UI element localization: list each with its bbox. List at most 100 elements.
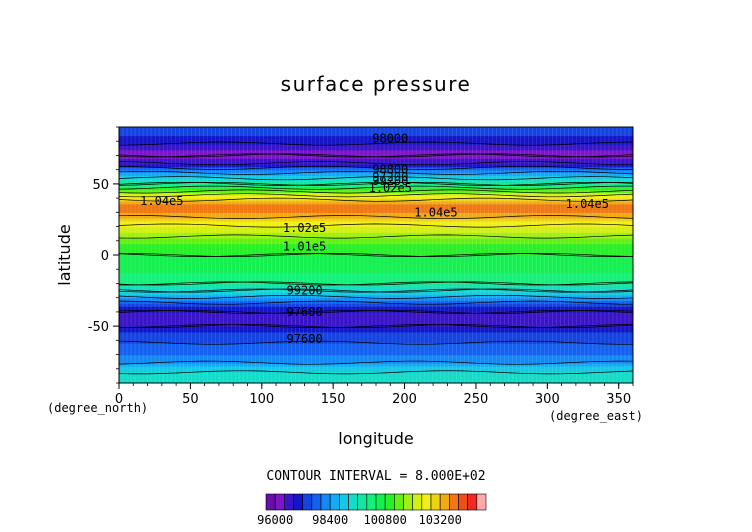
- x-tick-label: 350: [606, 392, 631, 407]
- colorbar-swatch: [293, 493, 303, 511]
- pressure-band: [119, 380, 633, 383]
- pressure-band: [119, 246, 633, 250]
- plot-area: [119, 127, 633, 383]
- colorbar-swatch: [274, 493, 285, 511]
- pressure-band: [119, 203, 633, 208]
- x-tick-label: 100: [249, 392, 274, 407]
- colorbar-swatch: [357, 493, 368, 511]
- pressure-band: [119, 183, 633, 188]
- pressure-band: [119, 161, 633, 165]
- contour-label: 98000: [372, 131, 408, 145]
- pressure-band: [119, 144, 633, 148]
- pressure-band: [119, 229, 633, 233]
- pressure-band: [119, 326, 633, 330]
- pressure-band: [119, 272, 633, 276]
- y-unit-label: (degree_north): [47, 401, 148, 415]
- colorbar-swatch: [348, 493, 358, 511]
- x-tick-label: 150: [321, 392, 346, 407]
- contour-line: [119, 253, 633, 257]
- pressure-band: [119, 240, 633, 245]
- pressure-band: [119, 365, 633, 370]
- pressure-band: [119, 291, 633, 296]
- pressure-band: [119, 237, 633, 242]
- colorbar-tick-label: 100800: [363, 513, 406, 527]
- x-axis: 0 50 100 150 200 250 300 350: [115, 383, 634, 407]
- colorbar-swatch: [339, 493, 349, 511]
- pressure-band: [119, 146, 633, 151]
- pressure-band: [119, 337, 633, 341]
- colorbar-tick-label: 103200: [418, 513, 461, 527]
- y-tick-label: 0: [101, 249, 109, 264]
- pressure-band: [119, 320, 633, 324]
- contour-line: [119, 223, 633, 228]
- pressure-band: [119, 235, 633, 239]
- pressure-band: [119, 132, 633, 137]
- contour-label: 97600: [287, 332, 323, 346]
- pressure-band: [119, 192, 633, 196]
- contour-line: [119, 360, 633, 365]
- colorbar-swatch: [265, 493, 276, 511]
- pressure-band: [119, 218, 633, 222]
- pressure-band: [119, 181, 633, 185]
- pressure-band: [119, 166, 633, 171]
- pressure-band: [119, 277, 633, 282]
- contour-line: [119, 189, 633, 194]
- pressure-band: [119, 220, 633, 225]
- pressure-band: [119, 249, 633, 253]
- colorbar-swatch: [320, 493, 331, 511]
- contour-line: [119, 288, 633, 293]
- x-unit-label: (degree_east): [549, 409, 643, 423]
- contour-line: [119, 165, 633, 170]
- pressure-band: [119, 280, 633, 285]
- pressure-band: [119, 300, 633, 304]
- colorbar-tick-label: 96000: [257, 513, 293, 527]
- contour-label: 1.02e5: [283, 221, 326, 235]
- pressure-band: [119, 257, 633, 262]
- pressure-band: [119, 323, 633, 327]
- pressure-band: [119, 266, 633, 270]
- colorbar-swatch: [329, 493, 340, 511]
- colorbar-tick-label: 98400: [312, 513, 348, 527]
- colorbar-swatch: [302, 493, 313, 511]
- colorbar-swatch: [458, 493, 468, 511]
- colorbar-swatch: [394, 493, 404, 511]
- contour-line: [119, 161, 633, 166]
- pressure-band: [119, 306, 633, 310]
- colorbar-swatch: [412, 493, 423, 511]
- colorbar-swatch: [375, 493, 386, 511]
- x-tick-label: 300: [535, 392, 560, 407]
- colorbar-swatch: [476, 493, 487, 511]
- pressure-band: [119, 178, 633, 182]
- x-tick-label: 200: [392, 392, 417, 407]
- contour-line: [119, 215, 633, 220]
- contour-line: [119, 197, 633, 202]
- pressure-band: [119, 314, 633, 319]
- pressure-band: [119, 223, 633, 228]
- pressure-band: [119, 274, 633, 279]
- contour-label: 97200: [372, 170, 408, 184]
- contour-interval-text: CONTOUR INTERVAL = 8.000E+02: [266, 469, 485, 484]
- colorbar-swatch: [366, 493, 377, 511]
- contour-line: [119, 294, 633, 299]
- pressure-band: [119, 368, 633, 373]
- pressure-band: [119, 252, 633, 256]
- contour-label: 98800: [372, 163, 408, 177]
- contour-line: [119, 176, 633, 181]
- pressure-band: [119, 346, 633, 350]
- x-tick-label: 0: [115, 392, 123, 407]
- contour-line: [119, 193, 633, 198]
- pressure-band: [119, 311, 633, 316]
- pressure-band: [119, 212, 633, 216]
- pressure-band: [119, 149, 633, 154]
- pressure-band: [119, 135, 633, 139]
- pressure-band: [119, 363, 633, 367]
- pressure-band: [119, 328, 633, 333]
- pressure-band: [119, 286, 633, 290]
- colorbar-swatch: [430, 493, 441, 511]
- colorbar: 96000 98400 100800 103200: [257, 493, 487, 527]
- pressure-band: [119, 186, 633, 191]
- pressure-band: [119, 200, 633, 205]
- colorbar-swatch: [311, 493, 322, 511]
- x-tick-label: 50: [182, 392, 199, 407]
- pressure-band: [119, 303, 633, 307]
